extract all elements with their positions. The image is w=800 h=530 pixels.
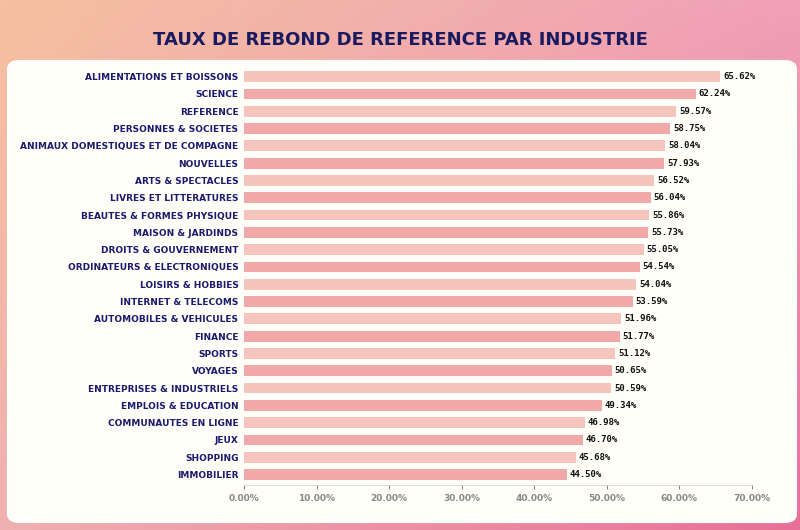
Bar <box>244 192 650 203</box>
Bar <box>244 365 611 376</box>
Text: 45.68%: 45.68% <box>578 453 610 462</box>
Bar <box>244 71 720 82</box>
Bar <box>244 400 602 411</box>
Bar <box>244 296 633 307</box>
Text: 51.12%: 51.12% <box>618 349 650 358</box>
Bar <box>244 417 585 428</box>
Text: 54.54%: 54.54% <box>642 262 675 271</box>
Text: 58.04%: 58.04% <box>668 142 700 151</box>
Text: 53.59%: 53.59% <box>636 297 668 306</box>
Text: 54.04%: 54.04% <box>639 280 671 289</box>
Bar <box>244 158 665 169</box>
Bar <box>244 262 640 272</box>
Bar <box>244 106 676 117</box>
Text: 55.05%: 55.05% <box>646 245 678 254</box>
Bar <box>244 452 575 463</box>
Bar <box>244 123 670 134</box>
Text: 55.86%: 55.86% <box>652 210 685 219</box>
Text: 55.73%: 55.73% <box>651 228 683 237</box>
Text: 65.62%: 65.62% <box>723 72 755 81</box>
Bar <box>244 279 636 289</box>
Text: TAUX DE REBOND DE REFERENCE PAR INDUSTRIE: TAUX DE REBOND DE REFERENCE PAR INDUSTRI… <box>153 31 647 49</box>
Bar <box>244 435 583 445</box>
Bar <box>244 313 621 324</box>
Text: 59.57%: 59.57% <box>679 107 711 116</box>
Text: 62.24%: 62.24% <box>698 90 731 99</box>
Bar <box>244 210 650 220</box>
Bar <box>244 89 696 99</box>
Bar <box>244 244 643 255</box>
Text: 51.77%: 51.77% <box>622 332 655 341</box>
Text: 49.34%: 49.34% <box>605 401 638 410</box>
Text: 46.70%: 46.70% <box>586 436 618 445</box>
Bar <box>244 227 649 238</box>
Text: 58.75%: 58.75% <box>674 124 706 133</box>
Bar <box>244 348 615 359</box>
Text: 51.96%: 51.96% <box>624 314 656 323</box>
Bar <box>244 140 666 151</box>
Text: 56.52%: 56.52% <box>657 176 690 185</box>
Text: 44.50%: 44.50% <box>570 470 602 479</box>
Text: 50.59%: 50.59% <box>614 384 646 393</box>
Text: 57.93%: 57.93% <box>667 158 699 167</box>
Bar <box>244 331 620 341</box>
Text: 46.98%: 46.98% <box>588 418 620 427</box>
Bar <box>244 469 567 480</box>
Bar <box>244 175 654 186</box>
Text: 56.04%: 56.04% <box>654 193 686 202</box>
Text: 50.65%: 50.65% <box>614 366 646 375</box>
Bar <box>244 383 611 393</box>
